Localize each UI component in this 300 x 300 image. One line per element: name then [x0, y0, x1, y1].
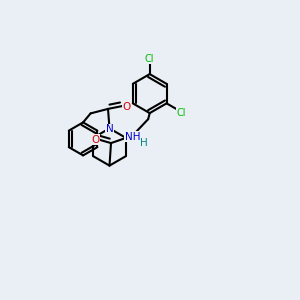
Text: NH: NH: [125, 132, 140, 142]
Text: O: O: [91, 135, 100, 145]
Text: Cl: Cl: [176, 108, 186, 118]
Text: N: N: [106, 124, 113, 134]
Text: O: O: [122, 102, 131, 112]
Text: Cl: Cl: [145, 54, 154, 64]
Text: H: H: [140, 138, 148, 148]
